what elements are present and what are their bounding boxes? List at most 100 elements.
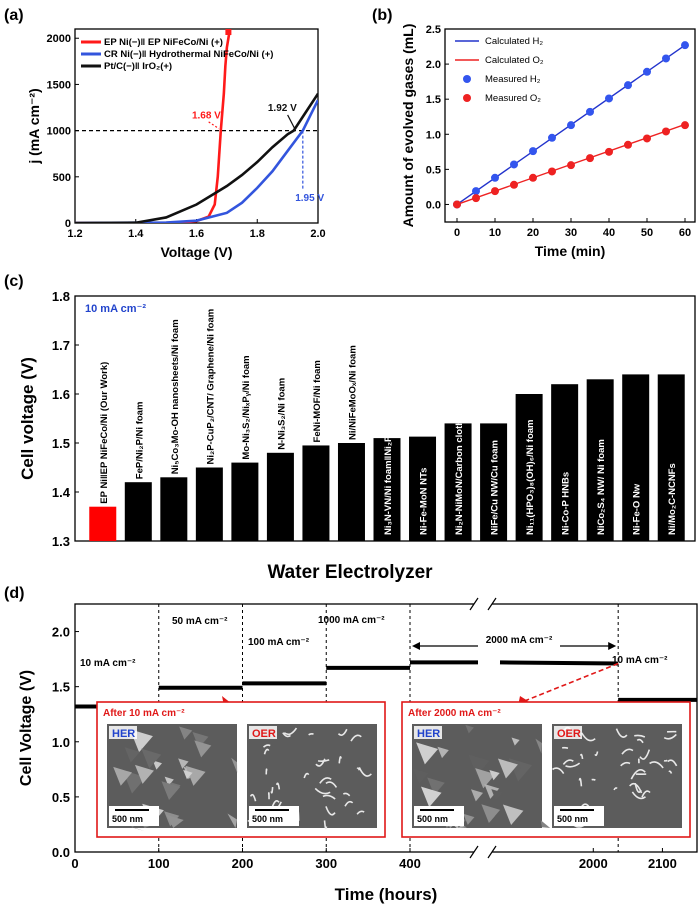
- y-tick-label: 1.4: [52, 485, 71, 500]
- sem-flake: [275, 782, 281, 790]
- annotation-label: 1.92 V: [268, 103, 297, 114]
- x-tick-label: 1.4: [128, 228, 144, 240]
- legend-entry: Pt/C(−)‖ IrO₂(+): [104, 61, 172, 72]
- axis-break-mark: [487, 845, 497, 859]
- sem-label-bg: [109, 726, 137, 739]
- sem-grain: [227, 813, 237, 828]
- sem-label-bg: [554, 726, 582, 739]
- sem-flake: [663, 759, 668, 762]
- sem-image-right: OER 500 nm: [552, 724, 682, 828]
- sem-flake: [578, 777, 583, 787]
- sem-flake: [621, 748, 634, 755]
- legend-entry: Calculated O₂: [485, 55, 544, 66]
- bar-4: [231, 462, 259, 541]
- panel-a: (a) 1.2 1.4 1.6 1.8 2.0 0 500 1000 1500 2000 Voltag…: [4, 7, 326, 260]
- y-tick-label: 1.5: [426, 94, 441, 106]
- data-point: [662, 54, 670, 63]
- sem-flake: [667, 759, 678, 767]
- sem-image-right: OER 500 nm: [247, 724, 377, 830]
- y-tick-label: 1.7: [52, 338, 70, 353]
- x-tick-label: 2.0: [310, 228, 325, 240]
- category-label: Ni₅Co₃Mo-OH nanosheets/Ni foam: [170, 319, 181, 474]
- sem-flake: [579, 753, 584, 760]
- legend-entry: Measured O₂: [485, 93, 541, 104]
- sem-flake: [342, 792, 351, 797]
- bar-3: [195, 467, 223, 541]
- sem-grain: [491, 789, 503, 801]
- axis-break-mark: [469, 845, 479, 859]
- sem-grain: [124, 747, 140, 763]
- sem-grain: [420, 786, 442, 808]
- sem-grain: [113, 766, 133, 786]
- x-axis-label: Time (hours): [335, 885, 438, 904]
- y-tick-label: 2000: [47, 33, 71, 45]
- category-label: Ni₂N-NiMoN/Carbon cloth: [454, 420, 465, 535]
- x-tick-label: 400: [399, 856, 421, 871]
- panel-a-label: (a): [4, 7, 24, 24]
- segment-label: 10 mA cm⁻²: [612, 655, 668, 666]
- x-tick-label: 2000: [579, 856, 608, 871]
- sem-flake: [317, 759, 330, 762]
- sem-flake: [271, 800, 280, 808]
- y-tick-label: 1.8: [52, 289, 70, 304]
- sem-flake: [270, 787, 274, 794]
- sem-flake: [338, 756, 342, 764]
- data-point: [586, 107, 594, 116]
- category-label: EP Ni‖EP NiFeCo/Ni (Our Work): [99, 362, 110, 504]
- sem-grain: [413, 768, 429, 784]
- sem-flake: [344, 800, 354, 807]
- y-tick-label: 0.5: [52, 790, 70, 805]
- panel-b-frame: [444, 28, 696, 223]
- panel-d: (d) 0.0 0.5 1.0 1.5 2.0 0 100 200 300 400 2000 2100 T…: [4, 585, 698, 904]
- bar-6: [302, 445, 330, 541]
- category-label: Ni-Fe-O Nw: [632, 483, 643, 535]
- legend-swatch: [463, 75, 471, 83]
- panel-b: (b) 0 10 20 30 40 50 60 0.0 0.5 1.0 1.5 2.0 2.5 Time (…: [372, 7, 696, 259]
- sem-grain: [437, 746, 449, 759]
- data-point: [491, 173, 499, 182]
- segment-label: 2000 mA cm⁻²: [486, 635, 553, 646]
- panel-d-frame: [74, 603, 698, 853]
- sem-flake: [552, 767, 565, 774]
- x-tick-label: 1.8: [250, 228, 265, 240]
- sem-flake: [641, 790, 651, 798]
- data-point: [567, 161, 575, 170]
- sem-label: OER: [252, 728, 276, 740]
- category-label: Ni₁₁(HPO₃)₈(OH)₆/Ni foam: [525, 420, 536, 535]
- bar-5: [266, 452, 294, 541]
- sem-flake: [314, 787, 331, 795]
- bar-13: [551, 384, 579, 541]
- data-point: [624, 140, 632, 149]
- axis-break-mark: [469, 597, 479, 611]
- panel-c: (c) 1.3 1.4 1.5 1.6 1.7 1.8 Cell voltage (V) 10 …: [4, 273, 696, 583]
- y-axis-label: Cell voltage (V): [18, 357, 37, 480]
- category-label: Ni/NiFeMoOₓ/Ni foam: [347, 345, 358, 440]
- y-axis-label: j (mA cm⁻²): [26, 88, 42, 164]
- data-point: [510, 160, 518, 169]
- sem-grain: [475, 768, 496, 789]
- annotation-label: 1.95 V: [295, 193, 324, 204]
- legend-entry: Measured H₂: [485, 74, 541, 85]
- sem-flake: [636, 738, 644, 744]
- y-tick-label: 0.0: [52, 845, 70, 860]
- data-point: [662, 127, 670, 136]
- sem-grain: [179, 726, 193, 740]
- sem-flake: [591, 778, 596, 781]
- category-label: N-Ni₃S₂/Ni foam: [276, 378, 287, 450]
- bar-2: [160, 477, 188, 541]
- y-tick-label: 0.5: [426, 164, 441, 176]
- x-tick-label: 40: [603, 227, 615, 239]
- sem-flake: [263, 748, 270, 755]
- sem-grain: [427, 777, 445, 796]
- sem-grain: [231, 757, 238, 773]
- bar-10: [444, 423, 472, 541]
- sem-label-bg: [249, 726, 277, 739]
- y-tick-label: 1.3: [52, 534, 70, 549]
- scale-bar-label: 500 nm: [112, 814, 143, 824]
- data-point: [548, 133, 556, 142]
- sem-grain: [535, 738, 542, 754]
- sem-label-bg: [414, 726, 442, 739]
- sem-grain: [468, 754, 490, 776]
- panel-c-label: (c): [4, 273, 24, 290]
- category-label: NiFe/Cu NW/Cu foam: [490, 440, 501, 535]
